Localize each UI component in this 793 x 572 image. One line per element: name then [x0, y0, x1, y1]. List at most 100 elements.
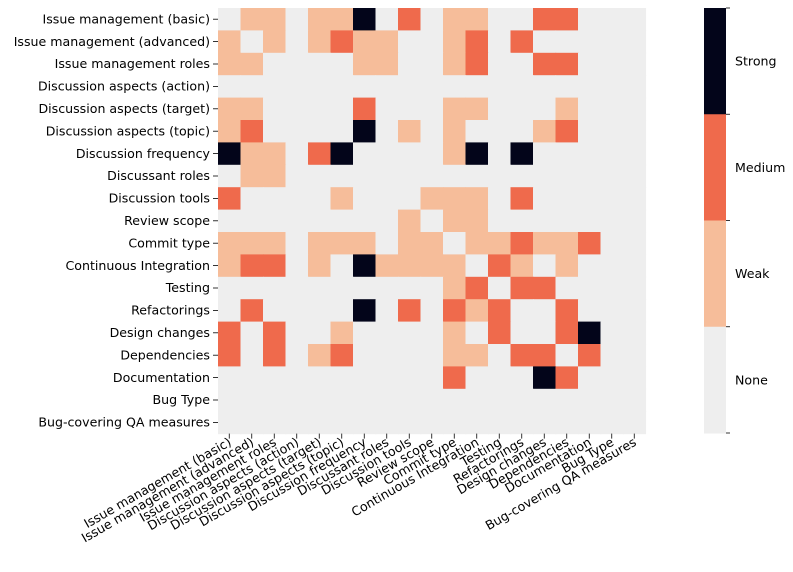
heatmap-cell: [443, 411, 467, 435]
heatmap-cell: [375, 388, 399, 412]
heatmap-cell: [555, 97, 579, 121]
heatmap-cell: [578, 366, 602, 390]
heatmap-cell: [330, 75, 354, 99]
heatmap-cell: [465, 142, 489, 166]
heatmap-cell: [240, 209, 264, 233]
heatmap-cells: [218, 8, 647, 435]
heatmap-cell: [465, 164, 489, 188]
heatmap-cell: [285, 344, 309, 367]
heatmap-cell: [420, 120, 444, 143]
heatmap-cell: [465, 209, 489, 233]
heatmap-cell: [555, 8, 579, 31]
heatmap-cell: [285, 254, 309, 278]
heatmap-cell: [330, 209, 354, 233]
heatmap-cell: [533, 299, 557, 323]
heatmap-cell: [353, 276, 377, 300]
heatmap-cell: [443, 388, 467, 412]
heatmap-cell: [578, 232, 602, 255]
heatmap-cell: [263, 411, 287, 435]
heatmap-cell: [398, 30, 422, 54]
heatmap-cell: [510, 411, 534, 435]
heatmap-cell: [533, 388, 557, 412]
heatmap-cell: [623, 142, 647, 166]
heatmap-cell: [263, 366, 287, 390]
heatmap-cell: [240, 8, 264, 31]
heatmap-cell: [623, 209, 647, 233]
heatmap-cell: [465, 411, 489, 435]
heatmap-cell: [488, 276, 512, 300]
heatmap-cell: [420, 52, 444, 76]
heatmap-cell: [353, 120, 377, 143]
heatmap-cell: [375, 299, 399, 323]
heatmap-cell: [353, 75, 377, 99]
heatmap-cell: [510, 75, 534, 99]
heatmap-cell: [488, 254, 512, 278]
heatmap-cell: [218, 187, 242, 211]
heatmap-cell: [308, 411, 332, 435]
heatmap-cell: [578, 120, 602, 143]
heatmap-cell: [285, 209, 309, 233]
heatmap-cell: [375, 142, 399, 166]
heatmap-cell: [488, 411, 512, 435]
heatmap-cell: [285, 299, 309, 323]
heatmap-cell: [308, 299, 332, 323]
heatmap-cell: [443, 187, 467, 211]
heatmap-cell: [398, 388, 422, 412]
heatmap-cell: [510, 321, 534, 345]
heatmap-cell: [533, 75, 557, 99]
heatmap-cell: [285, 97, 309, 121]
heatmap-cell: [578, 388, 602, 412]
heatmap-cell: [375, 187, 399, 211]
heatmap-cell: [510, 388, 534, 412]
heatmap-cell: [375, 254, 399, 278]
heatmap-cell: [623, 276, 647, 300]
heatmap-cell: [398, 366, 422, 390]
heatmap-cell: [623, 366, 647, 390]
heatmap-cell: [420, 411, 444, 435]
heatmap-cell: [578, 411, 602, 435]
heatmap-cell: [488, 388, 512, 412]
heatmap-cell: [555, 299, 579, 323]
heatmap-cell: [375, 411, 399, 435]
heatmap-cell: [308, 344, 332, 367]
heatmap-cell: [285, 52, 309, 76]
heatmap-cell: [398, 299, 422, 323]
heatmap-cell: [533, 366, 557, 390]
heatmap-cell: [240, 52, 264, 76]
heatmap-cell: [353, 299, 377, 323]
heatmap-cell: [375, 366, 399, 390]
heatmap-cell: [555, 321, 579, 345]
heatmap-cell: [398, 52, 422, 76]
heatmap-cell: [600, 187, 624, 211]
heatmap-cell: [533, 52, 557, 76]
heatmap-cell: [555, 388, 579, 412]
heatmap-cell: [218, 254, 242, 278]
heatmap-cell: [600, 254, 624, 278]
heatmap-cell: [488, 142, 512, 166]
y-tick-label: Commit type: [128, 235, 210, 250]
heatmap-cell: [353, 388, 377, 412]
heatmap-cell: [533, 254, 557, 278]
heatmap-cell: [488, 30, 512, 54]
heatmap-cell: [533, 8, 557, 31]
heatmap-cell: [555, 276, 579, 300]
heatmap-cell: [510, 30, 534, 54]
y-tick-label: Discussion frequency: [76, 146, 211, 161]
colorbar-label: Strong: [735, 54, 777, 69]
heatmap-cell: [240, 164, 264, 188]
heatmap-cell: [218, 8, 242, 31]
colorbar-label: Medium: [735, 160, 785, 175]
heatmap-cell: [375, 276, 399, 300]
heatmap-cell: [488, 75, 512, 99]
heatmap-cell: [600, 75, 624, 99]
heatmap-cell: [398, 411, 422, 435]
heatmap-cell: [465, 321, 489, 345]
heatmap-cell: [510, 120, 534, 143]
heatmap-cell: [443, 366, 467, 390]
colorbar-segment: [704, 326, 726, 434]
heatmap-cell: [578, 52, 602, 76]
heatmap-cell: [443, 299, 467, 323]
heatmap-cell: [398, 344, 422, 367]
heatmap-cell: [398, 209, 422, 233]
heatmap-cell: [420, 142, 444, 166]
